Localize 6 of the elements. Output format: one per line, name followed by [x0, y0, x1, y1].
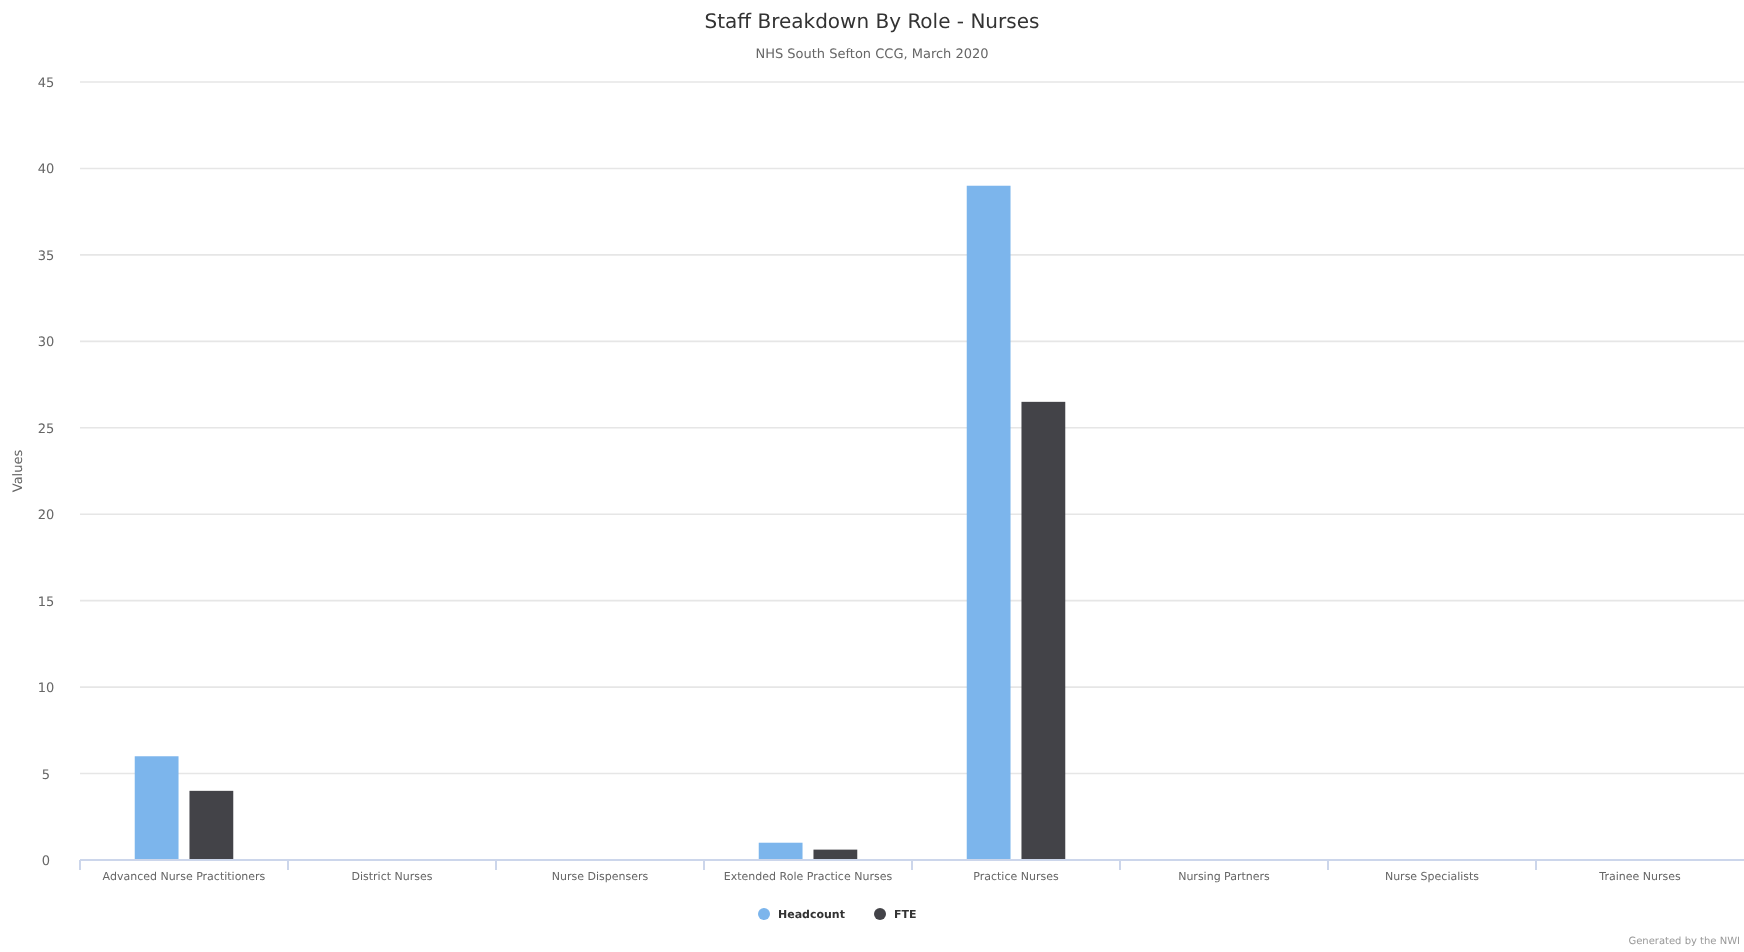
bar: [966, 185, 1011, 860]
bar: [1021, 401, 1066, 860]
chart-title: Staff Breakdown By Role - Nurses: [704, 12, 1040, 34]
bar: [189, 790, 234, 860]
bar: [134, 756, 179, 860]
bar: [758, 842, 803, 860]
